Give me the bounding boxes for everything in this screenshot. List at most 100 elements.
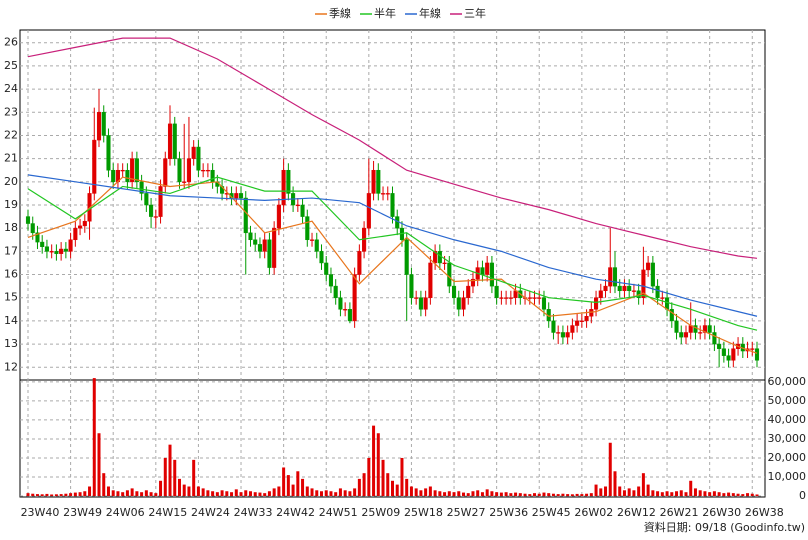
volume-bar (585, 493, 589, 496)
volume-bar (556, 494, 560, 496)
ma-line (27, 37, 758, 259)
candle-body (177, 158, 182, 183)
volume-bar (452, 492, 456, 496)
x-tick-label: 26W02 (574, 506, 613, 519)
x-tick-label: 26W21 (660, 506, 699, 519)
candle-body (63, 248, 68, 252)
candle-body (243, 197, 248, 234)
candle-body (125, 169, 130, 183)
volume-bar (159, 480, 163, 496)
volume-bar (253, 492, 257, 496)
y2-tick-label: 60,000 (768, 375, 807, 388)
candle-body (163, 158, 168, 187)
candle-body (35, 232, 40, 243)
volume-bar (319, 491, 323, 496)
x-tick-label: 25W09 (361, 506, 400, 519)
candle-body (314, 239, 319, 252)
volume-bar (717, 492, 721, 496)
candle-body (641, 269, 646, 298)
volume-bar (182, 484, 186, 496)
candle-body (309, 239, 315, 241)
candle-body (508, 297, 513, 299)
volume-bar (518, 493, 522, 496)
candle-body (617, 285, 622, 292)
volume-bar (248, 491, 252, 496)
candle-body (665, 297, 670, 310)
footer: 資料日期: 09/18 (Goodinfo.tw) (644, 520, 805, 534)
candle-body (584, 316, 589, 322)
candle-body (96, 112, 102, 141)
candle-body (347, 309, 352, 322)
candle-body (409, 274, 414, 298)
candle-body (158, 186, 163, 217)
candle-body (433, 251, 438, 264)
x-tick-label: 24W24 (191, 506, 230, 519)
y2-tick-label: 10,000 (768, 470, 807, 483)
candle-body (414, 297, 419, 299)
volume-bar (69, 493, 73, 496)
candle-body (366, 193, 371, 229)
volume-bar (372, 425, 376, 496)
volume-bar (457, 491, 461, 496)
volume-bar (144, 490, 148, 496)
candle-body (139, 181, 144, 194)
volume-bar (348, 491, 352, 496)
x-tick-label: 26W12 (617, 506, 656, 519)
candle-body (750, 348, 755, 350)
candle-body (442, 262, 447, 264)
volume-bar (490, 491, 494, 496)
plot-frame (19, 29, 766, 498)
volume-bar (125, 490, 129, 496)
candle-body (499, 297, 504, 299)
candle-body (371, 169, 376, 194)
candle-body (78, 225, 83, 229)
volume-bar (575, 493, 579, 496)
volume-bar (187, 486, 191, 496)
volume-bar (594, 484, 598, 496)
candle-body (257, 244, 263, 252)
candle-body (754, 348, 760, 361)
volume-bar (727, 492, 731, 496)
volume-bar (324, 490, 328, 496)
volume-bar (684, 492, 688, 496)
volume-bar (424, 488, 428, 496)
ma-line (27, 174, 758, 317)
candle-body (101, 112, 106, 136)
candle-body (494, 285, 499, 298)
volume-bar (514, 492, 518, 496)
volume-bar (329, 491, 333, 496)
volume-bar (580, 494, 584, 496)
candle-body (253, 239, 258, 245)
volume-bar (443, 492, 447, 496)
candle-body (30, 223, 35, 234)
volume-bar (608, 442, 612, 496)
volume-bar (528, 494, 532, 496)
volume-bar (476, 490, 480, 496)
candle-body (556, 332, 561, 334)
y-tick-label: 21 (4, 152, 18, 165)
candle-body (551, 320, 556, 333)
volume-bar (537, 493, 541, 496)
candle-body (210, 169, 215, 183)
candle-body (333, 285, 338, 298)
volume-bar (391, 480, 394, 496)
ma-line (27, 176, 758, 354)
candle-body (272, 227, 277, 268)
candle-body (196, 146, 201, 171)
x-tick-label: 25W36 (489, 506, 528, 519)
volume-bar (409, 486, 413, 496)
volume-bar (121, 492, 125, 496)
volume-bar (622, 490, 626, 496)
legend-label: 半年 (374, 6, 396, 20)
volume-bar (499, 492, 503, 496)
volume-bar (722, 493, 726, 496)
candle-body (485, 262, 490, 275)
volume-bar (130, 488, 134, 496)
volume-bar (315, 490, 319, 496)
volume-bar (651, 490, 655, 496)
volume-bar (267, 491, 271, 496)
candle-body (352, 274, 357, 322)
volume-bar (561, 493, 565, 496)
volume-bar (230, 492, 234, 496)
volume-bar (447, 491, 451, 496)
